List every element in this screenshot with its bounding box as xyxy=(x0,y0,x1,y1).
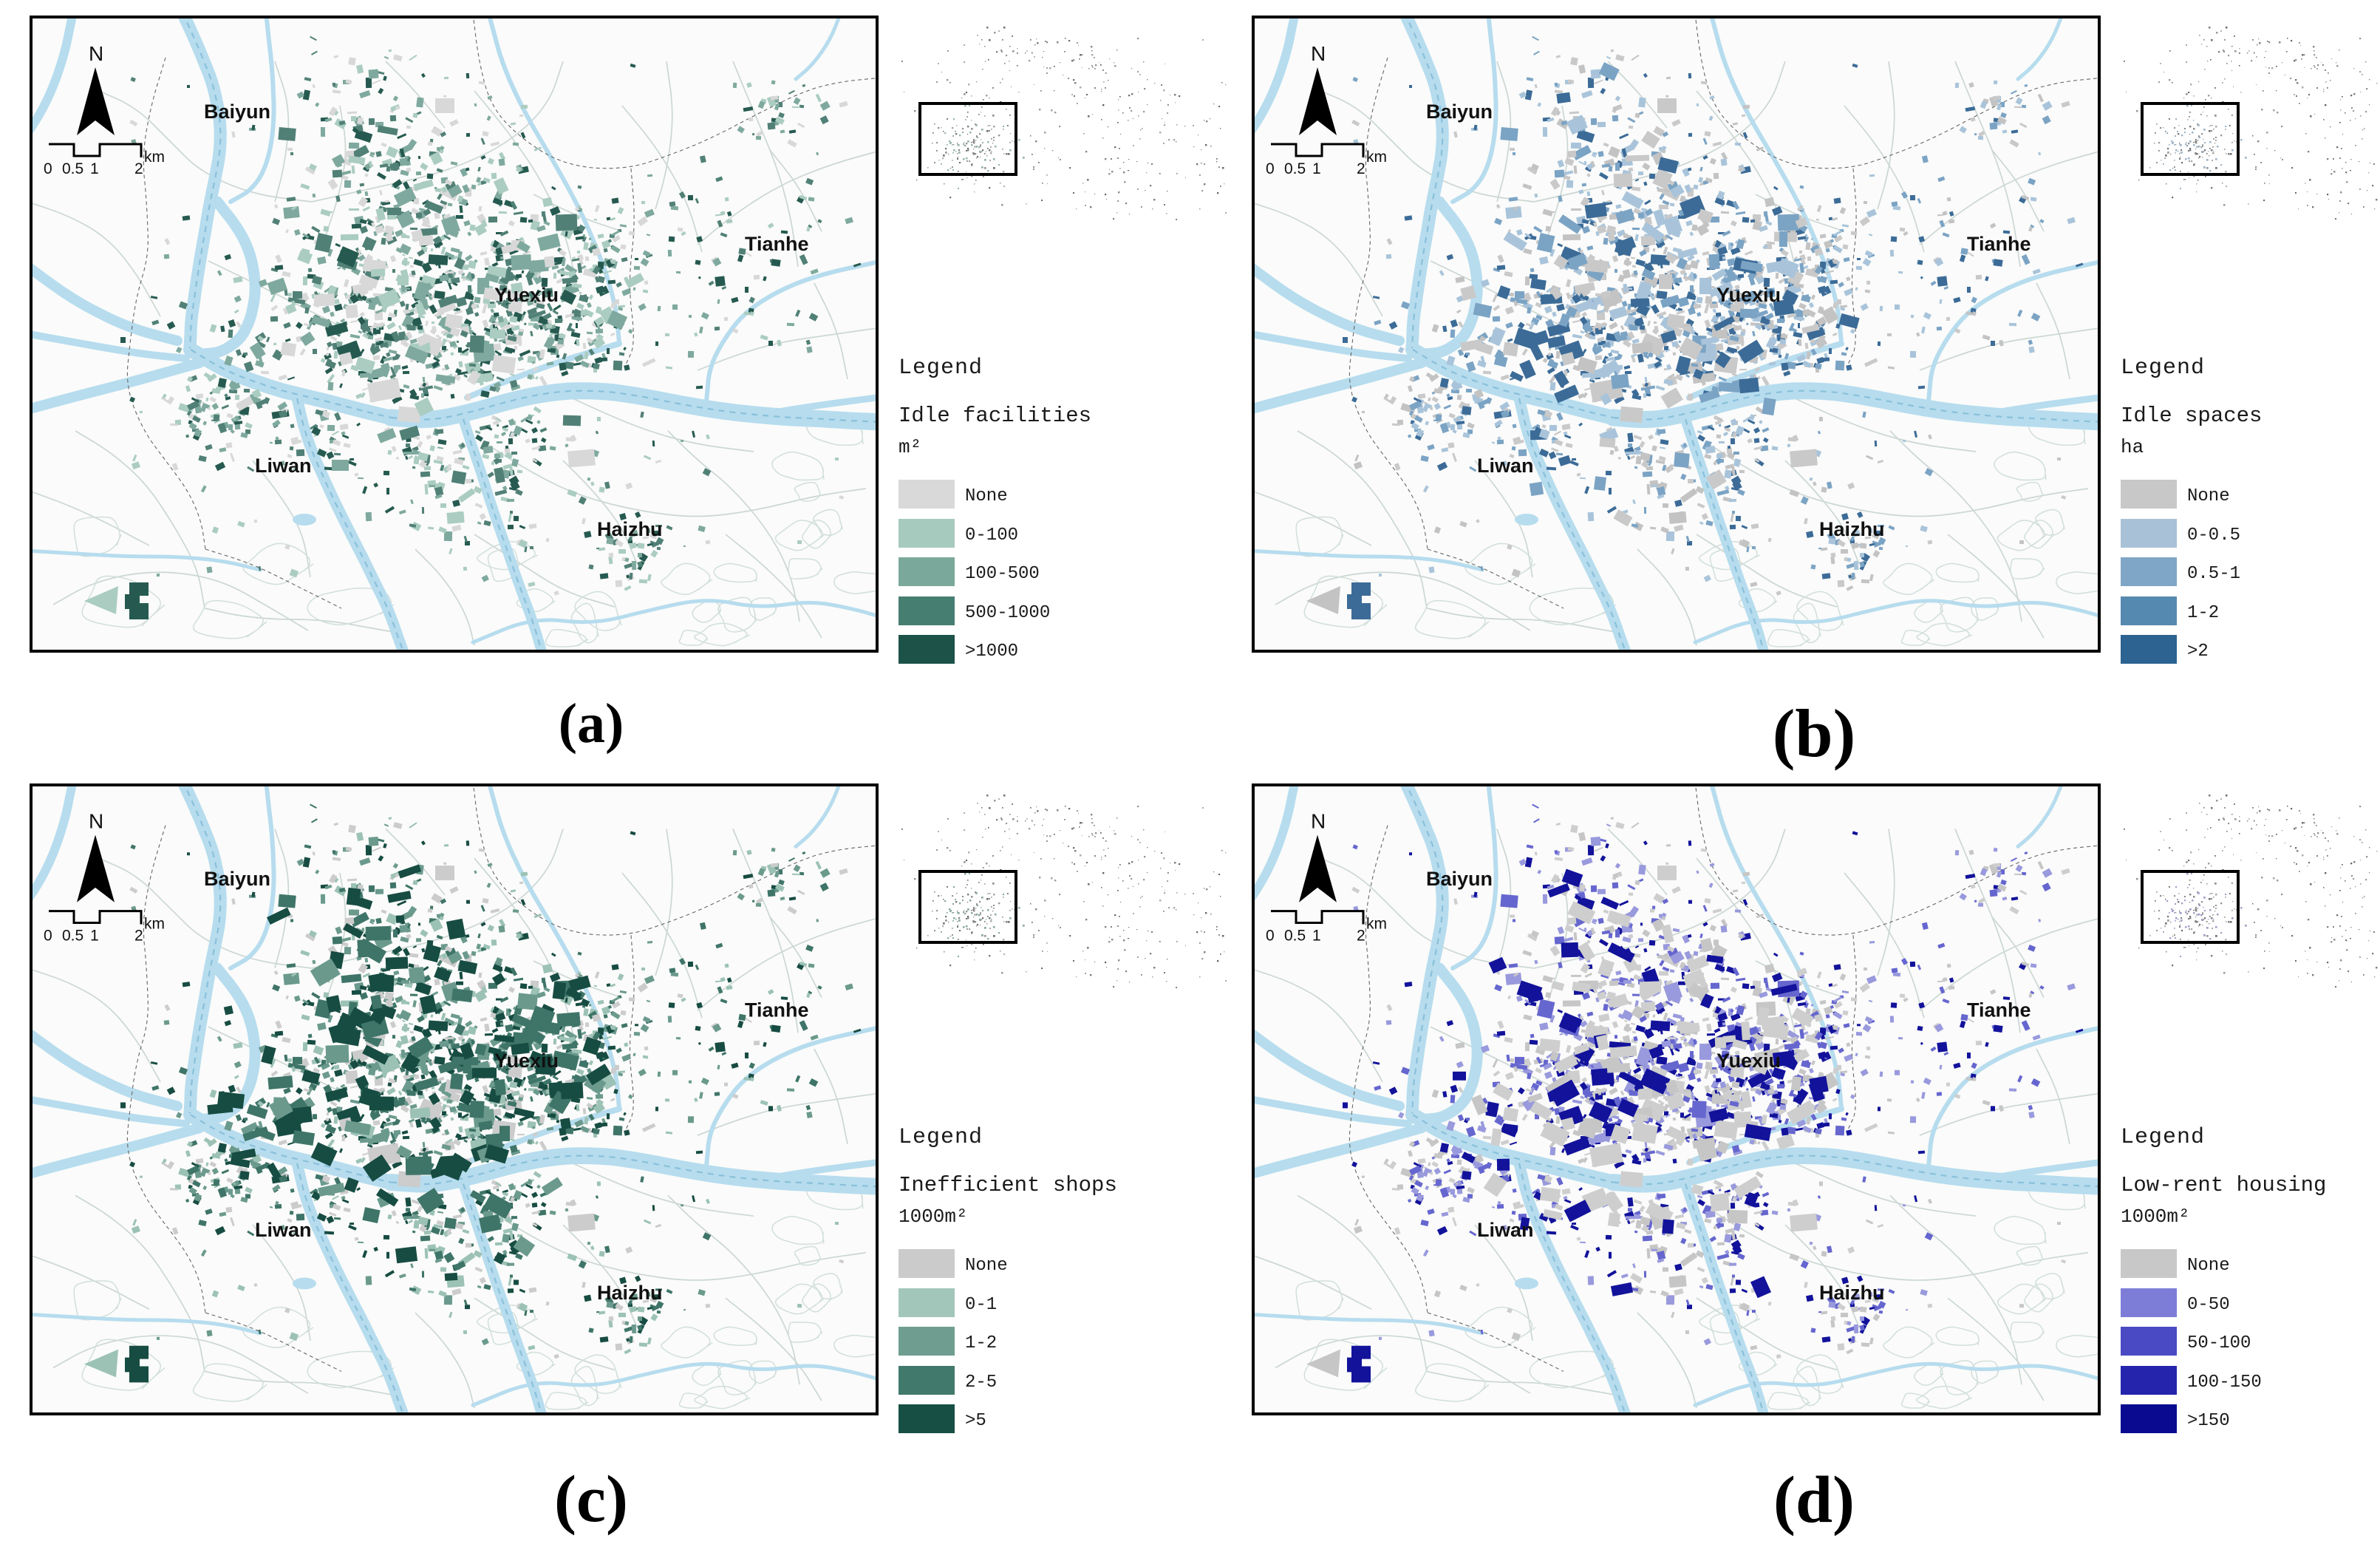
svg-text:0-100: 0-100 xyxy=(965,526,1018,545)
svg-text:0-50: 0-50 xyxy=(2187,1295,2230,1315)
svg-text:None: None xyxy=(2187,1256,2230,1276)
svg-text:0-1: 0-1 xyxy=(965,1295,997,1315)
svg-text:500-1000: 500-1000 xyxy=(965,603,1050,623)
svg-text:0.5-1: 0.5-1 xyxy=(2187,564,2240,584)
svg-text:(c): (c) xyxy=(554,1463,628,1536)
svg-text:(a): (a) xyxy=(559,693,624,755)
svg-text:Legend: Legend xyxy=(2121,1125,2205,1150)
svg-text:Idle facilities: Idle facilities xyxy=(899,404,1091,428)
svg-text:>2: >2 xyxy=(2187,642,2209,662)
svg-text:Low-rent housing: Low-rent housing xyxy=(2121,1173,2326,1197)
svg-text:100-500: 100-500 xyxy=(965,564,1040,584)
svg-text:50-100: 50-100 xyxy=(2187,1333,2251,1353)
svg-text:Legend: Legend xyxy=(899,356,983,381)
svg-text:Idle spaces: Idle spaces xyxy=(2121,404,2262,428)
svg-text:(d): (d) xyxy=(1773,1463,1855,1537)
svg-text:Inefficient shops: Inefficient shops xyxy=(899,1173,1117,1197)
svg-text:1-2: 1-2 xyxy=(965,1333,997,1353)
svg-text:>1000: >1000 xyxy=(965,642,1018,662)
svg-text:1-2: 1-2 xyxy=(2187,603,2219,623)
svg-text:100-150: 100-150 xyxy=(2187,1373,2262,1393)
svg-text:None: None xyxy=(2187,486,2230,506)
svg-text:(b): (b) xyxy=(1773,696,1855,771)
svg-text:m²: m² xyxy=(899,436,921,458)
svg-text:Legend: Legend xyxy=(2121,356,2205,381)
svg-text:2-5: 2-5 xyxy=(965,1373,997,1393)
svg-text:>150: >150 xyxy=(2187,1411,2230,1431)
svg-text:Legend: Legend xyxy=(899,1125,983,1150)
svg-text:None: None xyxy=(965,1256,1008,1276)
svg-text:ha: ha xyxy=(2121,436,2144,458)
svg-text:>5: >5 xyxy=(965,1411,986,1431)
svg-text:1000m²: 1000m² xyxy=(899,1206,968,1228)
svg-text:None: None xyxy=(965,486,1008,506)
svg-text:1000m²: 1000m² xyxy=(2121,1206,2190,1228)
svg-text:0-0.5: 0-0.5 xyxy=(2187,526,2240,545)
